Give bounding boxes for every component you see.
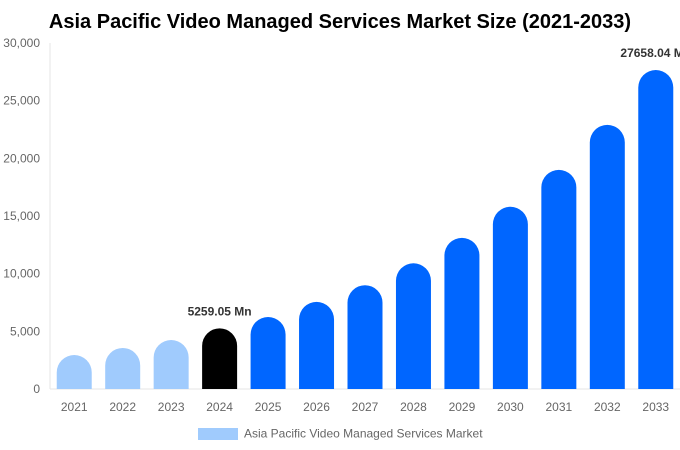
- y-tick-label: 5,000: [10, 324, 40, 338]
- y-tick-label: 10,000: [3, 267, 40, 281]
- bar-2027[interactable]: [347, 285, 383, 389]
- bar-2023[interactable]: [153, 339, 189, 389]
- legend-swatch: [198, 428, 238, 440]
- y-tick-label: 25,000: [3, 94, 40, 108]
- chart-title: Asia Pacific Video Managed Services Mark…: [49, 11, 631, 33]
- x-tick-label: 2021: [61, 400, 88, 414]
- bar-2025[interactable]: [250, 317, 286, 389]
- y-tick-label: 30,000: [3, 36, 40, 50]
- y-axis: 0 5,000 10,000 15,000 20,000 25,000 30,000: [3, 36, 51, 396]
- bar-2021[interactable]: [56, 354, 92, 389]
- x-tick-label: 2027: [352, 400, 379, 414]
- x-tick-label: 2033: [642, 400, 669, 414]
- x-tick-label: 2022: [109, 400, 136, 414]
- y-tick-label: 15,000: [3, 209, 40, 223]
- bar-2024[interactable]: [202, 328, 238, 389]
- x-axis: 2021 2022 2023 2024 2025 2026 2027 2028 2029 2030…: [50, 388, 680, 414]
- x-tick-label: 2029: [449, 400, 476, 414]
- bar-2026[interactable]: [299, 301, 335, 389]
- bar-2028[interactable]: [395, 263, 431, 389]
- legend[interactable]: Asia Pacific Video Managed Services Mark…: [198, 427, 483, 441]
- bar-2031[interactable]: [541, 169, 577, 389]
- bar-2022[interactable]: [105, 347, 141, 389]
- x-tick-label: 2023: [158, 400, 185, 414]
- x-tick-label: 2025: [255, 400, 282, 414]
- legend-label: Asia Pacific Video Managed Services Mark…: [244, 427, 483, 441]
- x-tick-label: 2030: [497, 400, 524, 414]
- x-tick-label: 2028: [400, 400, 427, 414]
- bar-2030[interactable]: [492, 206, 528, 389]
- data-label-2033: 27658.04 Mn: [620, 46, 680, 60]
- x-tick-label: 2032: [594, 400, 621, 414]
- y-tick-label: 0: [33, 382, 40, 396]
- x-tick-label: 2031: [545, 400, 572, 414]
- bar-2032[interactable]: [589, 124, 625, 390]
- bars: [56, 70, 674, 390]
- bar-2029[interactable]: [444, 237, 480, 389]
- data-label-2024: 5259.05 Mn: [188, 304, 252, 318]
- x-tick-label: 2024: [206, 400, 233, 414]
- data-labels: 5259.05 Mn 27658.04 Mn: [188, 46, 680, 318]
- bar-2033[interactable]: [638, 70, 674, 389]
- x-tick-label: 2026: [303, 400, 330, 414]
- y-tick-label: 20,000: [3, 151, 40, 165]
